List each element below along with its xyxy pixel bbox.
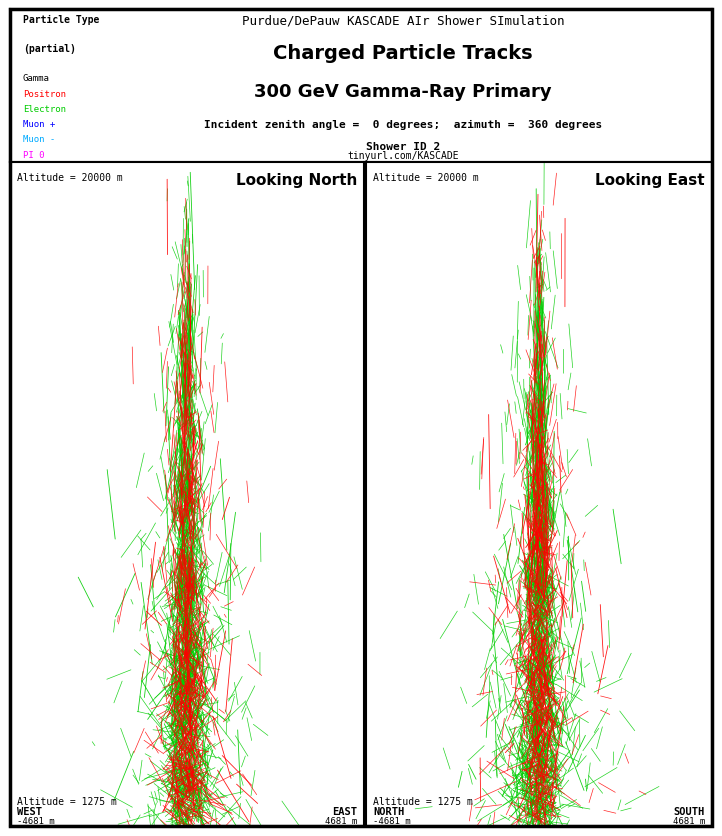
Text: EAST: EAST (332, 806, 357, 816)
Text: SOUTH: SOUTH (674, 806, 705, 816)
Text: Altitude = 1275 m: Altitude = 1275 m (17, 796, 117, 806)
Text: NORTH: NORTH (373, 806, 404, 816)
Text: PI +: PI + (22, 166, 44, 175)
Text: Particle Type: Particle Type (22, 14, 99, 24)
Text: PI -: PI - (22, 181, 44, 190)
Text: Gamma: Gamma (22, 74, 50, 83)
Text: Positron: Positron (22, 89, 66, 99)
Text: Proton: Proton (22, 196, 55, 206)
Text: -4681 m: -4681 m (373, 816, 411, 824)
Text: WEST: WEST (17, 806, 42, 816)
Text: Incident zenith angle =  0 degrees;  azimuth =  360 degrees: Incident zenith angle = 0 degrees; azimu… (204, 120, 602, 130)
Text: Muon -: Muon - (22, 135, 55, 145)
Text: (partial): (partial) (22, 43, 76, 54)
Text: Altitude = 20000 m: Altitude = 20000 m (373, 173, 479, 183)
Text: -4681 m: -4681 m (17, 816, 55, 824)
Text: PI 0: PI 0 (22, 150, 44, 160)
Text: 4681 m: 4681 m (325, 816, 357, 824)
Text: Charged Particle Tracks: Charged Particle Tracks (274, 43, 533, 63)
Text: 300 GeV Gamma-Ray Primary: 300 GeV Gamma-Ray Primary (254, 84, 552, 101)
Text: Muon +: Muon + (22, 120, 55, 129)
Text: Looking East: Looking East (596, 173, 705, 188)
Text: Shower ID 2: Shower ID 2 (366, 141, 440, 151)
Text: tinyurl.com/KASCADE: tinyurl.com/KASCADE (347, 151, 459, 161)
Text: Altitude = 1275 m: Altitude = 1275 m (373, 796, 473, 806)
Text: Electron: Electron (22, 104, 66, 114)
Text: Looking North: Looking North (235, 173, 357, 188)
Text: Purdue/DePauw KASCADE AIr Shower SImulation: Purdue/DePauw KASCADE AIr Shower SImulat… (242, 14, 565, 28)
Text: Altitude = 20000 m: Altitude = 20000 m (17, 173, 123, 183)
Text: 4681 m: 4681 m (673, 816, 705, 824)
